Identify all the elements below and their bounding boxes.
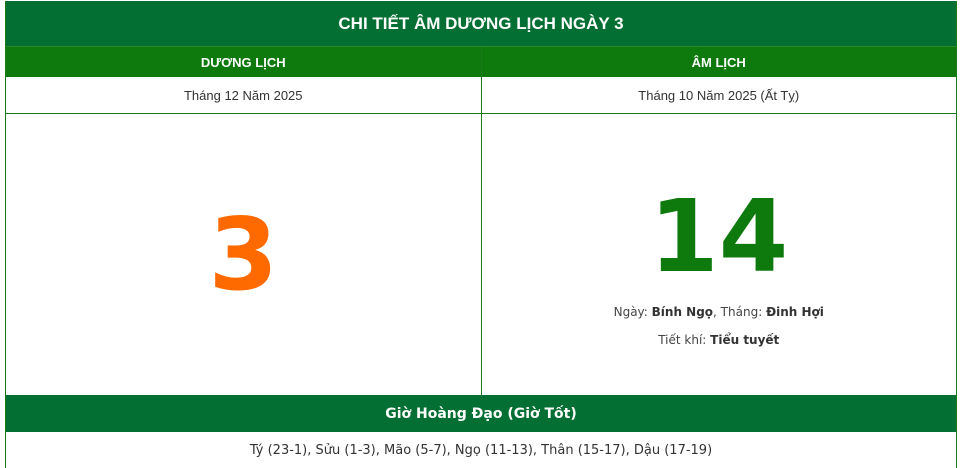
- lunar-month-year: Tháng 10 Năm 2025 (Ất Tỵ): [480, 77, 957, 113]
- good-hours-heading: Giờ Hoàng Đạo (Giờ Tốt): [6, 395, 956, 432]
- good-hours-list: Tý (23-1), Sửu (1-3), Mão (5-7), Ngọ (11…: [249, 442, 713, 458]
- calendar-detail-table: CHI TIẾT ÂM DƯƠNG LỊCH NGÀY 3 DƯƠNG LỊCH…: [5, 1, 957, 468]
- solar-day: 3: [208, 195, 279, 313]
- lunar-cell: 14 Ngày: Bính Ngọ, Tháng: Đinh Hợi Tiết …: [480, 114, 957, 395]
- column-headers: DƯƠNG LỊCH ÂM LỊCH: [6, 46, 956, 77]
- month-label: , Tháng:: [713, 304, 763, 319]
- tiet-khi-label: Tiết khí:: [658, 332, 707, 347]
- solar-cell: 3: [6, 114, 481, 395]
- tiet-khi-info: Tiết khí: Tiểu tuyết: [658, 333, 779, 347]
- day-label: Ngày:: [613, 304, 648, 319]
- lunar-header: ÂM LỊCH: [480, 47, 957, 77]
- lunar-day: 14: [649, 177, 789, 295]
- solar-month-year: Tháng 12 Năm 2025: [183, 87, 303, 103]
- month-can-chi: Đinh Hợi: [766, 304, 824, 319]
- month-row: Tháng 12 Năm 2025 Tháng 10 Năm 2025 (Ất …: [6, 77, 956, 114]
- tiet-khi-value: Tiểu tuyết: [710, 332, 780, 347]
- day-row: 3 14 Ngày: Bính Ngọ, Tháng: Đinh Hợi Tiế…: [6, 114, 956, 395]
- page-title: CHI TIẾT ÂM DƯƠNG LỊCH NGÀY 3: [6, 1, 956, 46]
- solar-header: DƯƠNG LỊCH: [200, 54, 286, 70]
- day-can-chi: Bính Ngọ: [651, 304, 714, 319]
- can-chi-info: Ngày: Bính Ngọ, Tháng: Đinh Hợi: [614, 305, 824, 319]
